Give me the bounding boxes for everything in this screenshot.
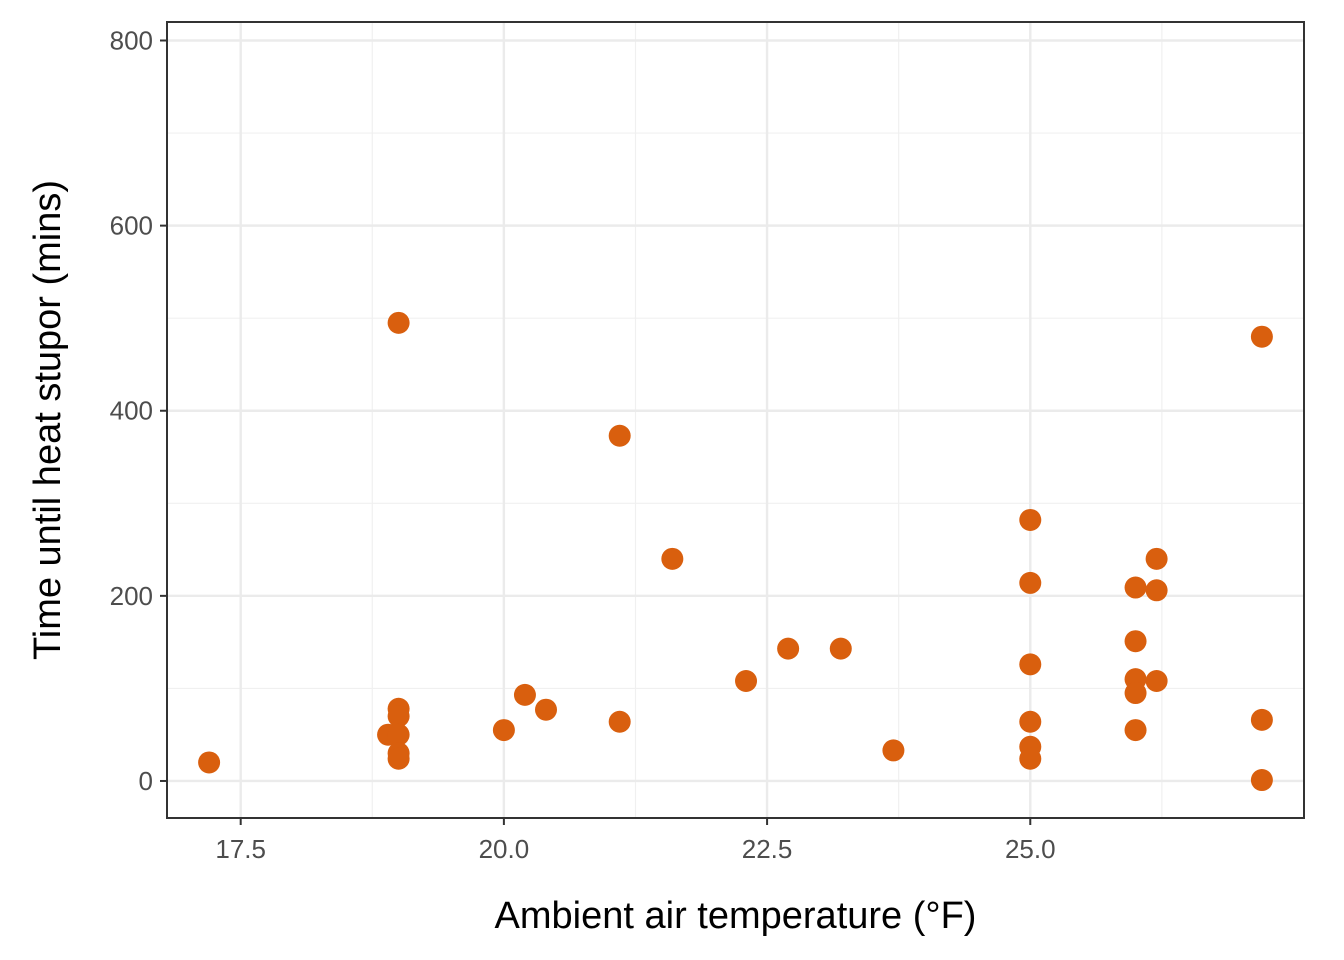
data-point <box>1145 579 1168 602</box>
data-point <box>387 723 410 746</box>
data-point <box>661 547 684 570</box>
y-axis-title: Time until heat stupor (mins) <box>27 180 69 660</box>
x-tick-label: 20.0 <box>479 834 530 864</box>
data-point <box>1019 571 1042 594</box>
data-point <box>513 683 536 706</box>
data-point <box>1019 653 1042 676</box>
data-point <box>535 698 557 721</box>
data-point <box>387 747 410 770</box>
data-point <box>829 637 852 660</box>
data-point <box>1250 708 1273 731</box>
data-point <box>1250 325 1273 348</box>
x-tick-label: 17.5 <box>215 834 266 864</box>
data-point <box>1124 719 1147 742</box>
data-point <box>1124 682 1147 705</box>
data-point <box>608 424 631 447</box>
data-point <box>492 719 515 742</box>
panel-border <box>166 21 1305 819</box>
data-points <box>198 311 1273 792</box>
major-gridlines <box>167 22 1304 818</box>
data-point <box>735 670 758 693</box>
x-axis-ticks: 17.5 20.0 22.5 25.0 <box>215 818 1056 864</box>
data-point <box>1124 630 1147 653</box>
data-point <box>1124 576 1147 599</box>
y-tick-label: 600 <box>110 211 153 241</box>
x-tick-label: 25.0 <box>1005 834 1056 864</box>
y-tick-label: 0 <box>139 766 153 796</box>
y-axis-ticks: 0 200 400 600 800 <box>110 26 167 796</box>
y-tick-label: 800 <box>110 26 153 56</box>
data-point <box>387 705 410 728</box>
y-tick-label: 200 <box>110 581 153 611</box>
data-point <box>1145 670 1168 693</box>
data-point <box>198 751 221 774</box>
data-point <box>1019 747 1042 770</box>
x-tick-label: 22.5 <box>742 834 793 864</box>
data-point <box>1019 508 1042 531</box>
data-point <box>1250 769 1273 792</box>
data-point <box>1019 710 1042 733</box>
data-point <box>608 710 631 733</box>
data-point <box>777 637 800 660</box>
data-point <box>387 311 410 334</box>
minor-gridlines <box>167 22 1304 818</box>
data-point <box>882 739 905 762</box>
data-point <box>1145 547 1168 570</box>
x-axis-title: Ambient air temperature (°F) <box>495 895 977 937</box>
y-tick-label: 400 <box>110 396 153 426</box>
